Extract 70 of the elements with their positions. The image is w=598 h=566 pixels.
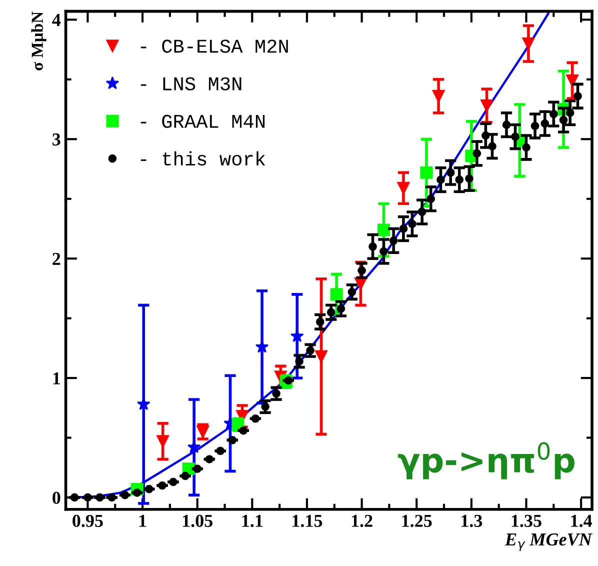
- point: [216, 446, 225, 456]
- y-tick-label: 3: [52, 133, 60, 146]
- point: [408, 220, 416, 228]
- point: [389, 236, 398, 245]
- point: [251, 414, 260, 423]
- x-tick-label: 1.4: [571, 514, 592, 528]
- x-axis-title: E$_{γ}$ MGeVN: [504, 533, 592, 551]
- point: [380, 247, 388, 256]
- point: [205, 455, 214, 464]
- point: [290, 329, 304, 342]
- point: [559, 116, 568, 124]
- point: [436, 176, 445, 184]
- point: [399, 224, 408, 233]
- legend-label: - CB-ELSA M2N: [140, 40, 288, 53]
- point: [465, 174, 474, 183]
- y-tick-label: 1: [53, 372, 60, 384]
- point: [336, 304, 346, 313]
- x-tick-label: 1.15: [292, 514, 322, 528]
- legend-label: - this work: [140, 151, 266, 166]
- point: [228, 436, 237, 444]
- point: [358, 266, 366, 275]
- point: [530, 122, 540, 130]
- point: [330, 288, 343, 301]
- point: [432, 90, 445, 102]
- point: [566, 108, 574, 118]
- point: [420, 166, 433, 179]
- point: [306, 346, 314, 355]
- x-tick-label: 1.05: [182, 514, 212, 528]
- legend-label: - LNS M3N: [140, 77, 242, 90]
- point: [193, 464, 202, 473]
- point: [187, 440, 201, 454]
- point: [272, 389, 280, 398]
- y-tick-label: 4: [52, 14, 61, 26]
- point: [472, 149, 482, 158]
- point: [418, 208, 426, 216]
- point: [480, 99, 494, 112]
- annotation: γp->ηπ$^{0}$p: [398, 442, 574, 480]
- y-tick-label: 0: [52, 492, 60, 504]
- point: [377, 224, 390, 236]
- x-tick-label: 1.1: [242, 514, 263, 528]
- x-tick-label: 1.2: [352, 514, 372, 528]
- point: [446, 168, 455, 177]
- legend-label: - GRAAL M4N: [140, 114, 265, 128]
- point: [348, 288, 356, 296]
- y-axis-title: σ MμbN: [31, 12, 46, 70]
- x-tick-label: 1.35: [512, 514, 542, 528]
- point: [261, 402, 270, 411]
- point: [255, 340, 269, 353]
- point: [426, 194, 436, 204]
- point: [295, 357, 304, 366]
- point: [522, 37, 535, 50]
- point: [488, 142, 496, 150]
- point: [502, 120, 511, 129]
- y-tick-label: 2: [52, 252, 60, 265]
- point: [326, 308, 336, 316]
- point: [239, 426, 248, 435]
- x-tick-label: 1: [139, 514, 146, 527]
- x-tick-label: 1.3: [462, 514, 482, 528]
- point: [540, 119, 550, 128]
- point: [397, 182, 410, 194]
- x-tick-label: 0.95: [72, 514, 103, 528]
- point: [522, 143, 530, 152]
- point: [455, 176, 464, 184]
- point: [316, 318, 324, 326]
- point: [181, 472, 190, 480]
- point: [549, 110, 558, 118]
- x-tick-label: 1.25: [402, 514, 432, 528]
- point: [574, 92, 582, 100]
- point: [368, 242, 377, 251]
- point: [482, 131, 490, 140]
